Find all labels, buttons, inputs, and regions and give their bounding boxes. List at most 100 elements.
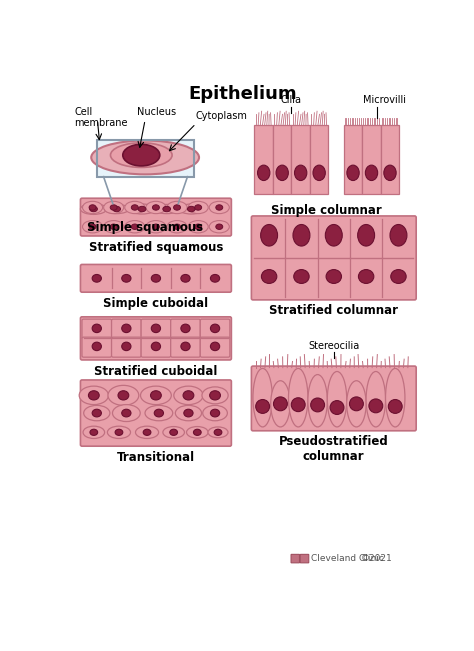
FancyBboxPatch shape xyxy=(82,337,111,357)
Text: Epithelium: Epithelium xyxy=(189,85,297,103)
Ellipse shape xyxy=(122,324,131,333)
Ellipse shape xyxy=(90,206,97,212)
Ellipse shape xyxy=(151,391,161,400)
Ellipse shape xyxy=(90,429,98,436)
Text: Stratified cuboidal: Stratified cuboidal xyxy=(94,365,218,378)
FancyBboxPatch shape xyxy=(255,125,273,195)
Ellipse shape xyxy=(385,368,405,427)
Ellipse shape xyxy=(328,372,346,427)
Ellipse shape xyxy=(188,206,195,212)
Ellipse shape xyxy=(153,205,159,210)
Ellipse shape xyxy=(181,342,190,351)
Text: Cytoplasm: Cytoplasm xyxy=(195,111,247,121)
Text: Nucleus: Nucleus xyxy=(137,107,176,117)
Ellipse shape xyxy=(81,204,107,214)
FancyBboxPatch shape xyxy=(81,317,231,360)
Ellipse shape xyxy=(153,224,159,229)
Ellipse shape xyxy=(110,143,172,167)
Ellipse shape xyxy=(167,201,187,214)
Text: Simple squamous: Simple squamous xyxy=(87,221,203,234)
Ellipse shape xyxy=(388,400,402,413)
Ellipse shape xyxy=(210,275,219,282)
Ellipse shape xyxy=(366,372,385,427)
FancyBboxPatch shape xyxy=(201,337,230,357)
FancyBboxPatch shape xyxy=(141,337,171,357)
FancyBboxPatch shape xyxy=(291,555,300,563)
Text: Simple columnar: Simple columnar xyxy=(272,204,382,217)
Ellipse shape xyxy=(209,201,229,214)
Ellipse shape xyxy=(346,381,366,427)
Ellipse shape xyxy=(140,386,171,405)
Ellipse shape xyxy=(195,205,201,210)
Ellipse shape xyxy=(188,221,208,233)
Text: Stratified columnar: Stratified columnar xyxy=(269,305,398,318)
FancyBboxPatch shape xyxy=(362,125,381,195)
Ellipse shape xyxy=(146,201,166,214)
Ellipse shape xyxy=(79,386,109,405)
Ellipse shape xyxy=(125,221,145,233)
FancyBboxPatch shape xyxy=(344,125,362,195)
Text: Cleveland Clinic: Cleveland Clinic xyxy=(310,554,383,563)
Ellipse shape xyxy=(92,275,101,282)
Ellipse shape xyxy=(143,429,151,436)
Ellipse shape xyxy=(326,270,341,283)
Ellipse shape xyxy=(122,342,131,351)
Ellipse shape xyxy=(273,397,287,411)
Ellipse shape xyxy=(210,409,219,417)
FancyBboxPatch shape xyxy=(111,337,141,357)
Ellipse shape xyxy=(92,342,101,351)
Ellipse shape xyxy=(118,391,129,400)
Ellipse shape xyxy=(173,224,181,229)
Ellipse shape xyxy=(184,409,193,417)
Ellipse shape xyxy=(209,221,229,233)
Ellipse shape xyxy=(83,426,105,439)
Text: Stereocilia: Stereocilia xyxy=(308,340,359,351)
Text: Stratified squamous: Stratified squamous xyxy=(89,241,223,254)
Ellipse shape xyxy=(308,374,328,427)
Text: Cilia: Cilia xyxy=(281,95,302,105)
Ellipse shape xyxy=(104,201,124,214)
Ellipse shape xyxy=(82,201,102,214)
Ellipse shape xyxy=(112,405,140,422)
Ellipse shape xyxy=(82,221,102,233)
Ellipse shape xyxy=(153,204,181,214)
Ellipse shape xyxy=(292,398,305,411)
Ellipse shape xyxy=(173,205,181,210)
Ellipse shape xyxy=(202,387,228,404)
Ellipse shape xyxy=(167,221,187,233)
Ellipse shape xyxy=(110,205,117,210)
Ellipse shape xyxy=(330,400,344,415)
Ellipse shape xyxy=(179,204,204,214)
Ellipse shape xyxy=(255,400,270,413)
Ellipse shape xyxy=(210,324,219,333)
Ellipse shape xyxy=(92,409,101,417)
Ellipse shape xyxy=(391,270,406,283)
FancyBboxPatch shape xyxy=(82,319,111,339)
Ellipse shape xyxy=(174,386,203,405)
Ellipse shape xyxy=(390,225,407,246)
Text: ©2021: ©2021 xyxy=(361,554,392,563)
Ellipse shape xyxy=(216,224,223,229)
Ellipse shape xyxy=(384,165,396,180)
Text: Pseudostratified
columnar: Pseudostratified columnar xyxy=(279,436,389,464)
Ellipse shape xyxy=(310,398,325,412)
Ellipse shape xyxy=(110,224,117,229)
Ellipse shape xyxy=(138,206,146,212)
Ellipse shape xyxy=(347,165,359,180)
Ellipse shape xyxy=(203,406,228,421)
Ellipse shape xyxy=(257,165,270,180)
Text: Cell
membrane: Cell membrane xyxy=(74,107,128,128)
Ellipse shape xyxy=(108,385,139,406)
FancyBboxPatch shape xyxy=(201,319,230,339)
Ellipse shape xyxy=(208,427,228,437)
Ellipse shape xyxy=(349,397,364,411)
Ellipse shape xyxy=(293,225,310,246)
Ellipse shape xyxy=(151,342,161,351)
Ellipse shape xyxy=(131,205,138,210)
Ellipse shape xyxy=(145,406,173,421)
Ellipse shape xyxy=(104,204,129,214)
FancyBboxPatch shape xyxy=(273,125,292,195)
Ellipse shape xyxy=(195,224,201,229)
Ellipse shape xyxy=(365,165,378,180)
Ellipse shape xyxy=(84,406,110,421)
